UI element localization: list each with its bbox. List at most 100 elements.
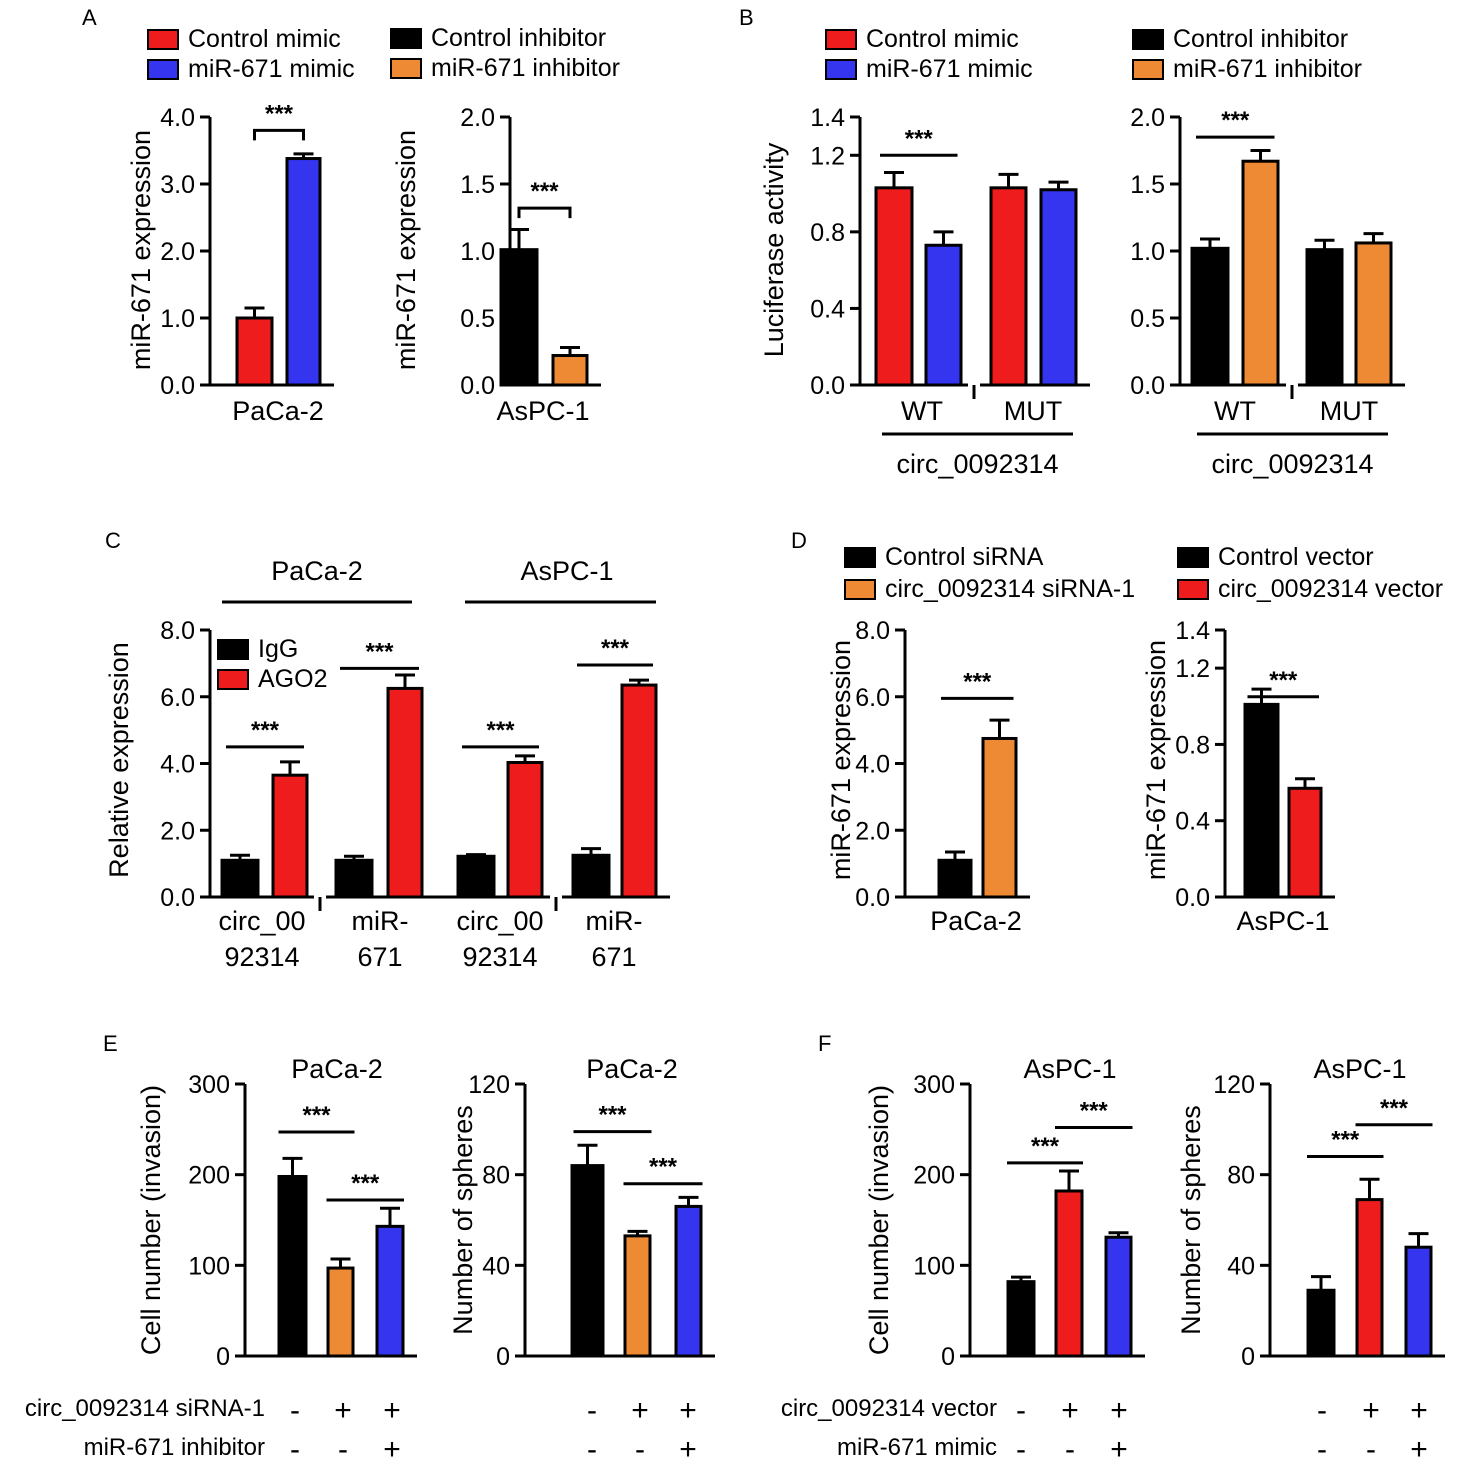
treatment-sign: + <box>679 1433 697 1460</box>
treatment-sign: - <box>635 1433 645 1460</box>
bar <box>334 858 374 899</box>
legend-swatch <box>1177 547 1209 568</box>
significance-stars: *** <box>1269 667 1298 694</box>
treatment-sign: - <box>1317 1394 1327 1427</box>
treatment-sign: - <box>290 1394 300 1427</box>
y-tick-label: 8.0 <box>855 617 890 645</box>
treatment-label: miR-671 mimic <box>837 1434 997 1460</box>
treatment-sign: - <box>587 1394 597 1427</box>
y-axis-label: Cell number (invasion) <box>136 1085 166 1355</box>
group-label: MUT <box>1004 396 1062 426</box>
treatment-sign: - <box>1016 1433 1026 1460</box>
treatment-sign: - <box>1065 1433 1075 1460</box>
bar <box>981 736 1018 899</box>
y-tick-label: 2.0 <box>855 817 890 845</box>
legend-label: IgG <box>258 635 298 663</box>
legend-label: miR-671 inhibitor <box>1173 55 1362 83</box>
treatment-sign: + <box>1110 1394 1128 1427</box>
group-label: miR- <box>586 906 643 936</box>
y-tick-label: 0 <box>496 1343 510 1371</box>
legend-swatch <box>844 579 876 600</box>
group-label: circ_00 <box>456 906 543 936</box>
y-tick-label: 2.0 <box>460 104 495 132</box>
legend-swatch <box>1132 59 1164 80</box>
chart-title: PaCa-2 <box>586 1054 678 1084</box>
treatment-sign: + <box>1362 1394 1380 1427</box>
treatment-label: circ_0092314 siRNA-1 <box>25 1395 265 1422</box>
legend-swatch <box>147 29 179 50</box>
y-tick-label: 40 <box>1227 1252 1255 1280</box>
y-tick-label: 0.8 <box>1175 731 1210 759</box>
panel-label: F <box>818 1031 831 1056</box>
bar <box>1305 248 1344 387</box>
cell-line-label: PaCa-2 <box>271 556 363 586</box>
x-axis-label: AsPC-1 <box>1236 906 1329 936</box>
group-label: 92314 <box>462 942 537 972</box>
bar <box>874 186 914 387</box>
y-tick-label: 0 <box>941 1343 955 1371</box>
y-tick-label: 0.4 <box>810 295 845 323</box>
y-tick-label: 2.0 <box>160 238 195 266</box>
legend-swatch <box>217 639 249 660</box>
legend-swatch <box>390 58 422 79</box>
y-tick-label: 2.0 <box>160 817 195 845</box>
x-axis-label: circ_0092314 <box>896 449 1058 479</box>
legend-label: miR-671 inhibitor <box>431 54 620 82</box>
treatment-sign: - <box>1366 1433 1376 1460</box>
y-tick-label: 40 <box>482 1252 510 1280</box>
bar <box>989 186 1028 387</box>
y-tick-label: 0.0 <box>160 884 195 912</box>
significance-stars: *** <box>530 178 559 205</box>
legend-label: circ_0092314 vector <box>1218 575 1443 603</box>
y-tick-label: 300 <box>188 1071 230 1099</box>
legend-swatch <box>844 547 876 568</box>
y-axis-label: Luciferase activity <box>759 142 789 357</box>
y-tick-label: 100 <box>188 1252 230 1280</box>
legend-label: Control mimic <box>188 25 341 53</box>
bar <box>456 854 496 899</box>
group-label: miR- <box>352 906 409 936</box>
y-tick-label: 1.4 <box>810 104 845 132</box>
y-tick-label: 0.0 <box>160 372 195 400</box>
y-tick-label: 1.5 <box>1130 171 1165 199</box>
treatment-sign: - <box>1317 1433 1327 1460</box>
significance-stars: *** <box>486 717 515 744</box>
y-tick-label: 1.5 <box>460 171 495 199</box>
significance-stars: *** <box>649 1154 678 1181</box>
y-tick-label: 0.5 <box>460 305 495 333</box>
y-tick-label: 1.2 <box>810 142 845 170</box>
y-tick-label: 100 <box>913 1252 955 1280</box>
y-axis-label: miR-671 expression <box>126 130 156 370</box>
chart-title: AsPC-1 <box>1023 1054 1116 1084</box>
bar <box>1039 188 1078 387</box>
bar <box>1104 1235 1133 1358</box>
y-tick-label: 3.0 <box>160 171 195 199</box>
bar <box>1054 1189 1084 1358</box>
x-axis-label: AsPC-1 <box>496 396 589 426</box>
panel-label: D <box>791 528 807 553</box>
bar <box>620 683 658 899</box>
significance-stars: *** <box>365 638 394 665</box>
significance-stars: *** <box>1331 1127 1360 1154</box>
y-tick-label: 1.0 <box>160 305 195 333</box>
treatment-sign: + <box>1410 1394 1428 1427</box>
y-tick-label: 0 <box>216 1343 230 1371</box>
y-tick-label: 4.0 <box>855 751 890 779</box>
bar <box>937 858 973 899</box>
bar <box>623 1234 652 1358</box>
significance-stars: *** <box>905 125 934 152</box>
y-tick-label: 0.0 <box>460 372 495 400</box>
significance-stars: *** <box>251 717 280 744</box>
legend-swatch <box>825 59 857 80</box>
y-tick-label: 1.2 <box>1175 655 1210 683</box>
panel-label: C <box>105 528 121 553</box>
y-tick-label: 1.4 <box>1175 617 1210 645</box>
y-axis-label: Number of spheres <box>1176 1105 1206 1335</box>
y-tick-label: 2.0 <box>1130 104 1165 132</box>
treatment-sign: + <box>334 1394 352 1427</box>
chart-title: AsPC-1 <box>1313 1054 1406 1084</box>
chart-title: PaCa-2 <box>291 1054 383 1084</box>
bar <box>570 1164 605 1358</box>
group-label: 92314 <box>224 942 299 972</box>
